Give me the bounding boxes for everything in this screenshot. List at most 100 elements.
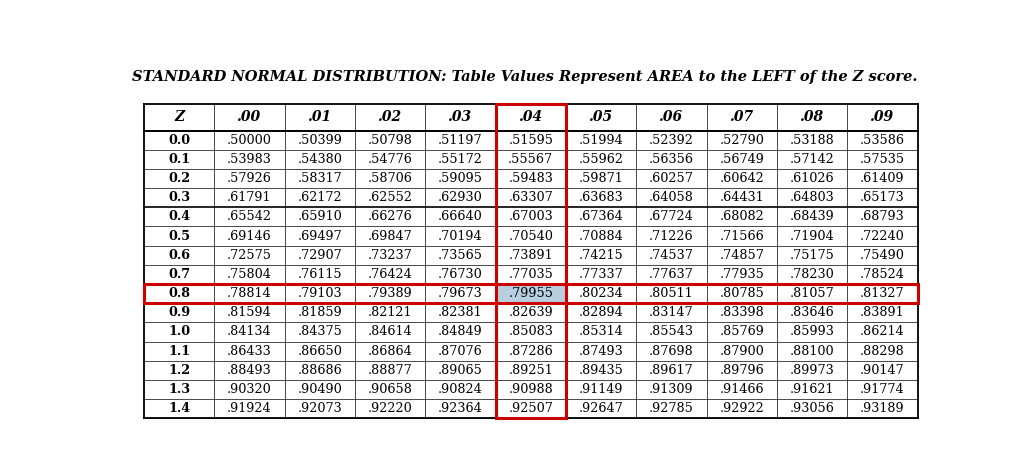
Text: .75490: .75490	[860, 249, 905, 262]
Text: .70194: .70194	[438, 229, 482, 243]
Text: .65910: .65910	[297, 210, 342, 223]
Text: .61026: .61026	[790, 172, 835, 185]
Text: .74215: .74215	[579, 249, 624, 262]
Text: .59095: .59095	[438, 172, 483, 185]
Text: .55962: .55962	[579, 153, 624, 166]
Text: .51994: .51994	[579, 134, 624, 146]
Text: .68439: .68439	[790, 210, 835, 223]
Text: 0.0: 0.0	[168, 134, 190, 146]
Text: .80785: .80785	[719, 287, 764, 300]
Text: .69847: .69847	[368, 229, 413, 243]
Text: .83646: .83646	[790, 306, 835, 319]
Text: .85314: .85314	[579, 326, 624, 338]
Text: .76730: .76730	[438, 268, 482, 281]
Text: .67003: .67003	[508, 210, 553, 223]
Text: .00: .00	[238, 110, 261, 125]
Text: .53188: .53188	[790, 134, 835, 146]
Text: .70540: .70540	[508, 229, 553, 243]
Text: .92073: .92073	[297, 402, 342, 415]
Text: .74857: .74857	[719, 249, 764, 262]
Text: .06: .06	[659, 110, 683, 125]
Text: 0.4: 0.4	[168, 210, 190, 223]
Text: .83891: .83891	[860, 306, 905, 319]
Text: .92922: .92922	[720, 402, 764, 415]
Text: .66640: .66640	[438, 210, 482, 223]
Text: .59483: .59483	[508, 172, 553, 185]
Text: .91621: .91621	[790, 383, 835, 396]
Text: .08: .08	[800, 110, 824, 125]
Text: .91466: .91466	[720, 383, 764, 396]
Text: .79103: .79103	[297, 287, 342, 300]
Text: .81057: .81057	[790, 287, 835, 300]
Text: .73565: .73565	[438, 249, 483, 262]
Text: .74537: .74537	[649, 249, 694, 262]
Text: .64431: .64431	[720, 191, 764, 204]
Text: .89796: .89796	[720, 364, 764, 377]
Text: 0.7: 0.7	[168, 268, 190, 281]
Text: .62552: .62552	[368, 191, 413, 204]
Text: .70884: .70884	[579, 229, 624, 243]
Text: .92364: .92364	[438, 402, 482, 415]
Text: .72240: .72240	[860, 229, 905, 243]
Text: .61409: .61409	[860, 172, 905, 185]
Text: 0.1: 0.1	[168, 153, 190, 166]
Text: .71566: .71566	[720, 229, 764, 243]
Bar	[496, 104, 566, 418]
Text: .56356: .56356	[649, 153, 694, 166]
Text: .50000: .50000	[227, 134, 271, 146]
Text: .78230: .78230	[790, 268, 835, 281]
Text: .62172: .62172	[297, 191, 342, 204]
Text: .85993: .85993	[790, 326, 835, 338]
Text: 1.3: 1.3	[168, 383, 190, 396]
Text: .90824: .90824	[438, 383, 482, 396]
Text: .86864: .86864	[368, 345, 413, 357]
Text: .88686: .88686	[297, 364, 342, 377]
Text: .90320: .90320	[227, 383, 271, 396]
Text: .82381: .82381	[438, 306, 482, 319]
Text: .82894: .82894	[579, 306, 624, 319]
Text: .62930: .62930	[438, 191, 482, 204]
Text: 1.4: 1.4	[168, 402, 190, 415]
Text: .85543: .85543	[649, 326, 694, 338]
Text: .87900: .87900	[720, 345, 764, 357]
Text: .77637: .77637	[649, 268, 694, 281]
Text: .04: .04	[519, 110, 543, 125]
Text: .90988: .90988	[508, 383, 553, 396]
Text: .64058: .64058	[649, 191, 694, 204]
Text: .61791: .61791	[227, 191, 271, 204]
Text: .53983: .53983	[227, 153, 271, 166]
Text: .90147: .90147	[860, 364, 905, 377]
Text: .76424: .76424	[368, 268, 413, 281]
Text: .51197: .51197	[438, 134, 482, 146]
Text: .93189: .93189	[860, 402, 905, 415]
Text: .82121: .82121	[368, 306, 413, 319]
Text: .65173: .65173	[860, 191, 905, 204]
Text: .55172: .55172	[438, 153, 483, 166]
Text: .87076: .87076	[438, 345, 482, 357]
Text: .79955: .79955	[508, 287, 553, 300]
Text: .68793: .68793	[860, 210, 905, 223]
Text: .66276: .66276	[368, 210, 413, 223]
Text: .03: .03	[449, 110, 472, 125]
Text: .80511: .80511	[649, 287, 693, 300]
Text: .71904: .71904	[790, 229, 835, 243]
Text: .86650: .86650	[297, 345, 342, 357]
Text: .81327: .81327	[860, 287, 905, 300]
Text: .58317: .58317	[297, 172, 342, 185]
Text: .52392: .52392	[649, 134, 694, 146]
Text: .67364: .67364	[579, 210, 624, 223]
Text: .76115: .76115	[297, 268, 342, 281]
Text: .05: .05	[589, 110, 613, 125]
Text: .51595: .51595	[508, 134, 553, 146]
Text: .56749: .56749	[719, 153, 764, 166]
Text: .72575: .72575	[227, 249, 272, 262]
Text: 0.8: 0.8	[168, 287, 190, 300]
Text: .67724: .67724	[649, 210, 694, 223]
Bar	[496, 284, 566, 303]
Text: .93056: .93056	[790, 402, 835, 415]
Text: .78814: .78814	[227, 287, 271, 300]
Text: .63307: .63307	[508, 191, 553, 204]
Text: .89617: .89617	[649, 364, 693, 377]
Text: .81594: .81594	[227, 306, 271, 319]
Text: .84134: .84134	[227, 326, 271, 338]
